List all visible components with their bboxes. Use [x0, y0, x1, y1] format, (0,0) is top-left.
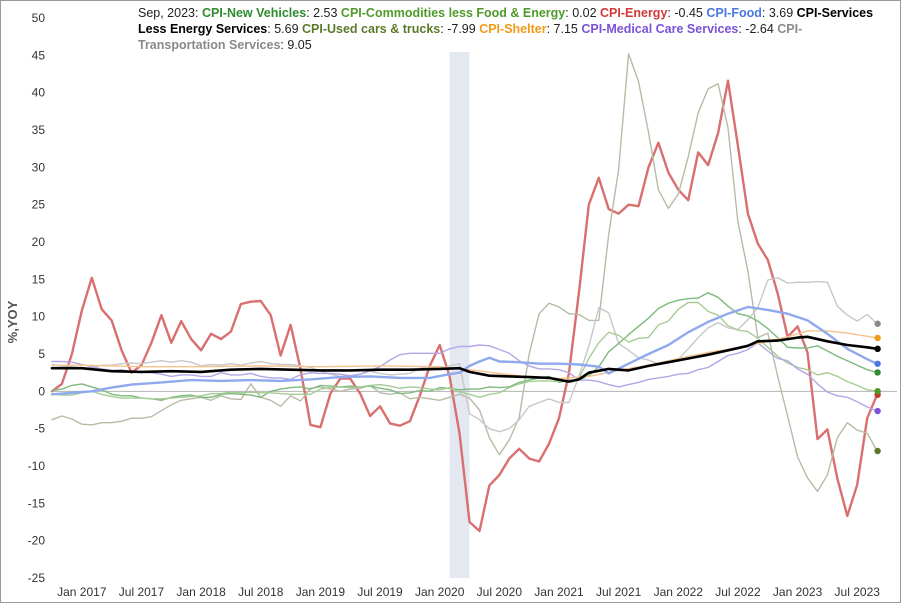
series-line-cpi-transportation-services — [51, 277, 878, 433]
y-tick-label: 10 — [32, 310, 46, 324]
series-end-dot-cpi-medical-care-services — [874, 407, 881, 415]
y-tick-label: 45 — [32, 48, 46, 62]
x-tick-label: Jan 2018 — [176, 585, 226, 599]
x-tick-label: Jan 2021 — [534, 585, 584, 599]
series-line-cpi-services-less-energy-services — [50, 335, 879, 383]
x-tick-label: Jul 2018 — [238, 585, 284, 599]
legend-name-cpi-medical-care-services: CPI-Medical Care Services — [581, 22, 739, 36]
x-tick-label: Jul 2020 — [477, 585, 523, 599]
y-tick-label: 35 — [32, 123, 46, 137]
chart-legend: Sep, 2023: CPI-New Vehicles: 2.53 CPI-Co… — [138, 5, 888, 53]
series-line-cpi-commodities-less-food-energy — [51, 301, 878, 400]
legend-name-cpi-food: CPI-Food — [706, 6, 762, 20]
series-line-cpi-shelter — [51, 330, 878, 380]
legend-name-cpi-transportation-services: CPI-Transportation Services — [138, 22, 803, 52]
series-end-dot-cpi-food — [874, 360, 881, 367]
legend-value-cpi-new-vehicles: : 2.53 — [306, 6, 341, 20]
x-tick-label: Jan 2017 — [57, 585, 107, 599]
legend-value-cpi-commodities-less-food-energy: : 0.02 — [565, 6, 601, 20]
y-tick-label: 25 — [32, 198, 46, 212]
legend-name-cpi-commodities-less-food-energy: CPI-Commodities less Food & Energy — [340, 6, 566, 20]
x-tick-label: Jul 2017 — [119, 585, 165, 599]
recession-band — [449, 52, 470, 578]
series-line-cpi-medical-care-services — [51, 342, 878, 412]
series-end-dot-cpi-transportation-services — [874, 320, 881, 327]
legend-name-cpi-energy: CPI-Energy — [600, 6, 668, 20]
series-end-dot-cpi-shelter — [874, 334, 881, 342]
series-line-cpi-energy — [50, 79, 879, 533]
legend-value-cpi-services-less-energy-services: : 5.69 — [267, 22, 302, 36]
x-tick-label: Jan 2023 — [773, 585, 823, 599]
y-tick-label: 5 — [38, 347, 45, 361]
y-tick-label: 50 — [32, 11, 46, 25]
x-tick-label: Jan 2019 — [296, 585, 346, 599]
x-tick-label: Jul 2023 — [835, 585, 881, 599]
x-tick-label: Jul 2022 — [715, 585, 761, 599]
y-tick-label: -10 — [28, 459, 46, 473]
legend-value-cpi-energy: : -0.45 — [667, 6, 707, 20]
x-tick-label: Jul 2019 — [357, 585, 403, 599]
y-tick-label: 0 — [38, 384, 45, 398]
series-end-dot-cpi-used-cars-trucks — [874, 447, 881, 455]
series-end-dot-cpi-services-less-energy-services — [874, 345, 881, 353]
y-tick-label: -25 — [28, 571, 46, 585]
x-tick-label: Jan 2020 — [415, 585, 465, 599]
y-tick-label: 20 — [32, 235, 46, 249]
y-axis-label: %,YOY — [5, 300, 20, 343]
y-tick-label: 15 — [32, 272, 46, 286]
legend-value-cpi-used-cars-trucks: : -7.99 — [440, 22, 480, 36]
series-end-dot-cpi-commodities-less-food-energy — [874, 387, 881, 395]
legend-value-cpi-food: : 3.69 — [761, 6, 797, 20]
y-tick-label: -5 — [34, 422, 45, 436]
legend-date: Sep, 2023: — [138, 6, 202, 20]
legend-name-cpi-shelter: CPI-Shelter — [479, 22, 547, 36]
y-tick-label: -15 — [28, 496, 46, 510]
x-tick-label: Jul 2021 — [596, 585, 642, 599]
legend-value-cpi-medical-care-services: : -2.64 — [738, 22, 778, 36]
series-line-cpi-new-vehicles — [51, 292, 878, 401]
legend-value-cpi-shelter: : 7.15 — [546, 22, 582, 36]
legend-name-cpi-services-less-energy-services: CPI-Services Less Energy Services — [138, 6, 874, 36]
y-tick-label: -20 — [28, 534, 46, 548]
legend-name-cpi-new-vehicles: CPI-New Vehicles — [201, 6, 307, 20]
y-tick-label: 30 — [32, 160, 46, 174]
x-tick-label: Jan 2022 — [654, 585, 704, 599]
series-line-cpi-food — [50, 305, 879, 396]
series-line-cpi-used-cars-trucks — [51, 53, 878, 493]
y-tick-label: 40 — [32, 86, 46, 100]
legend-name-cpi-used-cars-trucks: CPI-Used cars & trucks — [302, 22, 441, 36]
legend-value-cpi-transportation-services: : 9.05 — [280, 38, 312, 52]
series-end-dot-cpi-new-vehicles — [874, 369, 881, 376]
